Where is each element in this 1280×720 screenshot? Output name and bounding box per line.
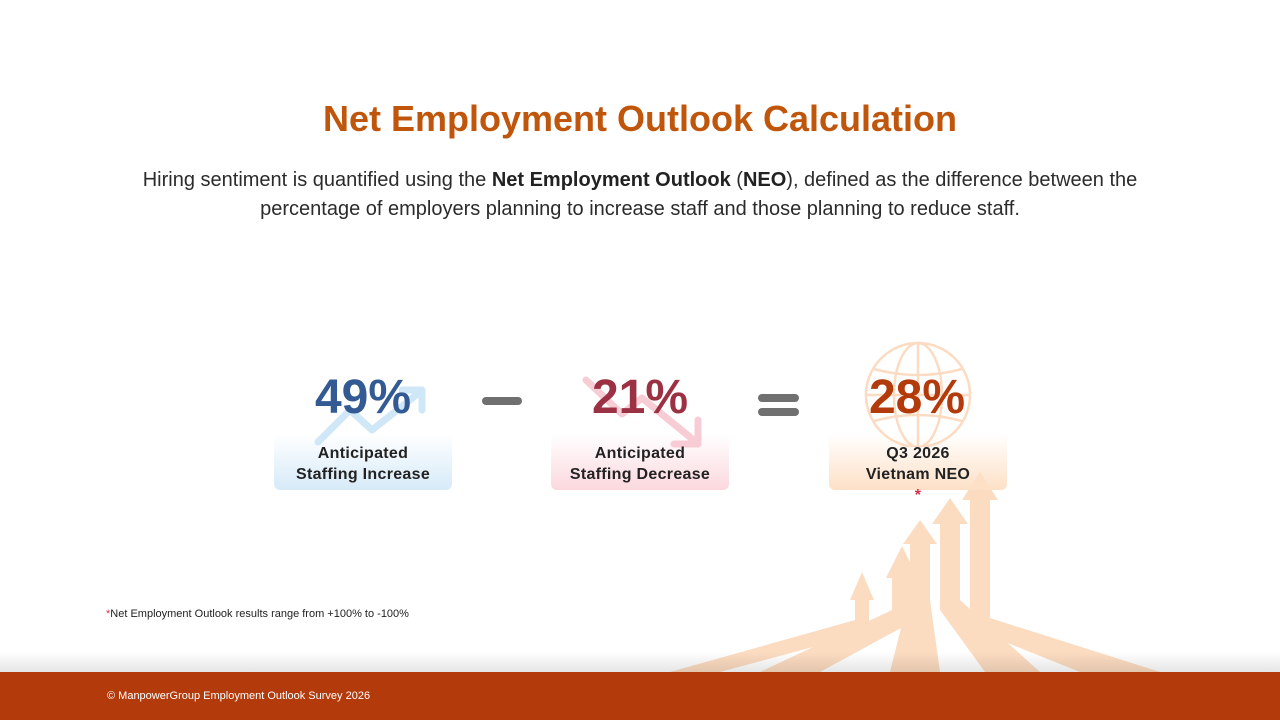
decrease-value: 21% (591, 371, 689, 424)
neo-label-line2: Vietnam NEO * (829, 464, 1007, 506)
footer-bar: © ManpowerGroup Employment Outlook Surve… (0, 672, 1280, 720)
footnote-asterisk: * (106, 608, 111, 620)
footer-shadow (0, 652, 1280, 672)
neo-label-line1: Q3 2026 (886, 445, 950, 462)
intro-bold-neo-full: Net Employment Outlook (491, 169, 731, 191)
trend-down-arrow-icon (582, 376, 702, 448)
equals-operator-top-icon (758, 394, 799, 402)
page-title: Net Employment Outlook Calculation (322, 98, 958, 139)
increase-label-line2: Staffing Increase (295, 466, 431, 483)
decrease-label-line1: Anticipated (594, 445, 686, 462)
increase-label-line1: Anticipated (317, 445, 409, 462)
footnote-text: Net Employment Outlook results range fro… (110, 608, 409, 620)
minus-operator-icon (482, 397, 522, 405)
increase-value: 49% (314, 371, 412, 424)
decrease-label: Anticipated Staffing Decrease (551, 443, 729, 485)
increase-card (274, 434, 452, 490)
globe-icon (864, 341, 972, 447)
intro-text-2: ( (730, 169, 743, 191)
increase-label: Anticipated Staffing Increase (274, 443, 452, 485)
neo-result-value: 28% (868, 371, 966, 424)
neo-result-label: Q3 2026 Vietnam NEO * (829, 443, 1007, 506)
decrease-label-line2: Staffing Decrease (569, 466, 711, 483)
neo-label-text: Vietnam NEO (865, 466, 971, 483)
copyright-text: © ManpowerGroup Employment Outlook Surve… (107, 690, 371, 702)
trend-up-arrow-icon (314, 386, 426, 446)
rising-arrows-icon (670, 472, 1160, 672)
footnote: *Net Employment Outlook results range fr… (106, 608, 409, 620)
intro-bold-neo: NEO (742, 169, 787, 191)
footnote-marker: * (914, 487, 922, 504)
equals-operator-bottom-icon (758, 408, 799, 416)
intro-paragraph: Hiring sentiment is quantified using the… (130, 166, 1150, 224)
intro-text-1: Hiring sentiment is quantified using the (142, 169, 492, 191)
intro-text-3: ), defined as the difference between the… (260, 169, 1138, 220)
